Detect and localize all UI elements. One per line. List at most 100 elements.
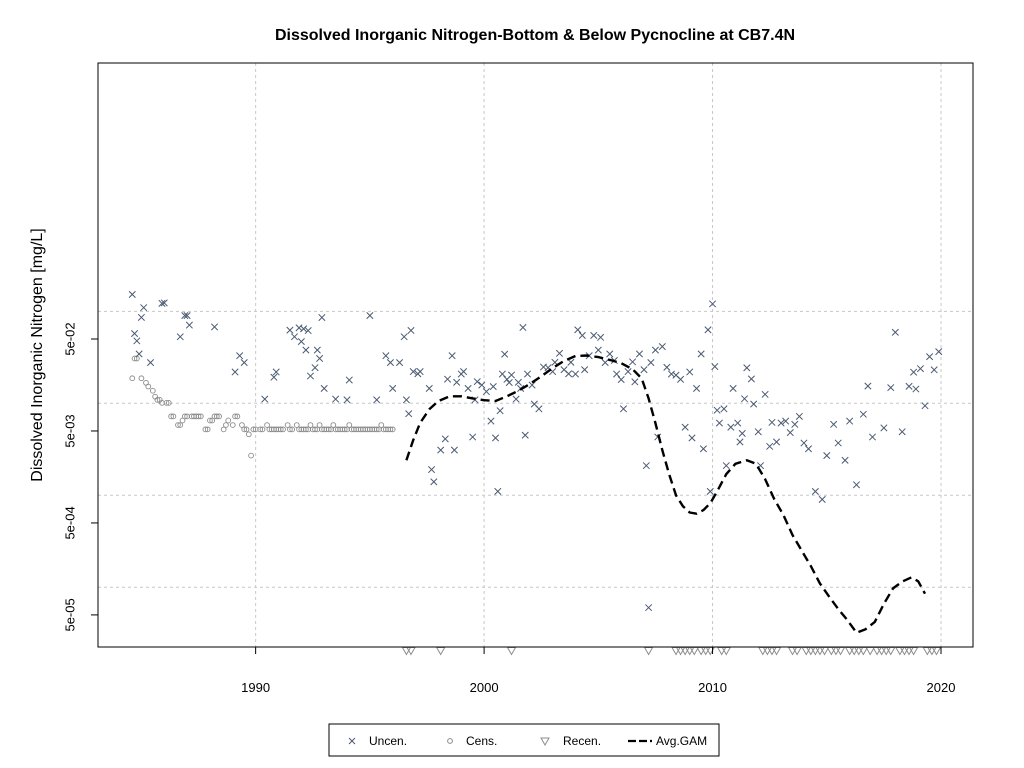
uncensored-point [427,466,436,474]
uncensored-point [519,323,527,332]
censored-point [387,426,394,433]
uncensored-point [761,390,769,398]
uncensored-point [523,370,532,378]
uncensored-point [795,412,803,420]
uncensored-point [750,400,758,408]
uncensored-point [459,368,468,376]
uncensored-point [295,324,303,332]
censored-point [257,426,264,433]
censored-point [197,413,204,420]
uncensored-point [645,604,653,612]
censored-point [170,413,177,420]
censored-point [341,426,348,433]
uncensored-point [581,366,589,374]
uncensored-point [681,423,689,431]
censored-point [145,383,152,390]
x-tick-label: 2020 [927,680,956,695]
recensored-point [908,647,919,656]
recensored-point [792,647,802,656]
uncensored-point [464,384,472,392]
uncensored-point [921,402,929,410]
censored-point [131,355,138,362]
uncensored-point [386,359,394,367]
y-tick-label: 5e-05 [62,598,77,631]
uncensored-point [316,354,324,363]
uncensored-point [521,431,529,439]
censored-point [232,413,238,420]
uncensored-point [768,418,776,426]
censored-point [239,422,245,428]
legend-item-uncen: Uncen. [348,734,407,748]
uncensored-point [766,442,774,450]
legend-box [328,723,720,757]
uncensored-point [286,326,294,334]
uncensored-point [306,372,315,380]
censored-point [312,426,318,433]
censored-point [129,375,136,382]
uncensored-point [617,376,625,384]
censored-point [280,426,286,433]
uncensored-point [181,312,189,320]
censored-point [149,387,156,394]
uncensored-point [880,424,888,432]
x-tick-label: 1990 [241,680,270,695]
censored-point [293,422,300,428]
uncensored-point [651,346,659,354]
recensored-point [865,647,876,656]
uncensored-point [210,323,219,331]
plot-frame [97,62,974,648]
censored-point [259,426,266,433]
uncensored-point [135,350,143,358]
censored-point [250,426,257,433]
uncensored-point [697,350,705,358]
uncensored-point [528,381,536,389]
uncensored-point [507,371,516,379]
censored-point [277,426,284,433]
censored-point [223,422,229,428]
gam-series [405,354,927,634]
uncensored-point [693,384,701,392]
uncensored-point [131,330,139,338]
uncensored-point [311,364,319,372]
uncensored-point [747,375,755,383]
uncensored-point [859,410,867,418]
uncensored-point [834,439,842,447]
censored-point [195,413,202,420]
uncensored-point [512,395,520,403]
legend-label: Uncen. [369,734,407,748]
censored-point [316,422,323,428]
censored-point [248,452,254,459]
censored-point [330,422,337,428]
uncensored-point [777,419,785,427]
uncensored-point [601,359,609,367]
uncensored-point [240,359,248,367]
censored-point [303,426,309,433]
legend-swatch [540,737,550,747]
uncensored-point [304,327,312,335]
censored-point [229,422,236,428]
uncensored-point [389,384,397,392]
recensored-point [858,647,869,656]
legend-item-recen: Recen. [540,734,601,748]
uncensored-point [416,368,424,376]
uncensored-point [905,382,913,390]
uncensored-point [441,435,449,443]
uncensored-point [916,365,925,373]
uncensored-point [713,406,721,414]
uncensored-point [631,378,639,386]
y-axis: 5e-05 5e-04 5e-03 5e-02 [62,322,98,632]
y-tick-label: 5e-04 [62,506,77,539]
uncensored-point [846,417,854,425]
uncensored-point [791,420,799,428]
y-tick-label: 5e-02 [62,322,77,355]
uncensored-point [453,378,461,386]
recensored-point [506,647,517,656]
uncensored-point [261,395,269,403]
recensored-point [406,647,416,656]
uncensored-point [409,368,417,376]
recensored-point [835,647,846,656]
censored-point [307,422,314,428]
uncensored-point [811,487,819,495]
censored-point [284,422,291,428]
uncensored-point [318,313,326,322]
